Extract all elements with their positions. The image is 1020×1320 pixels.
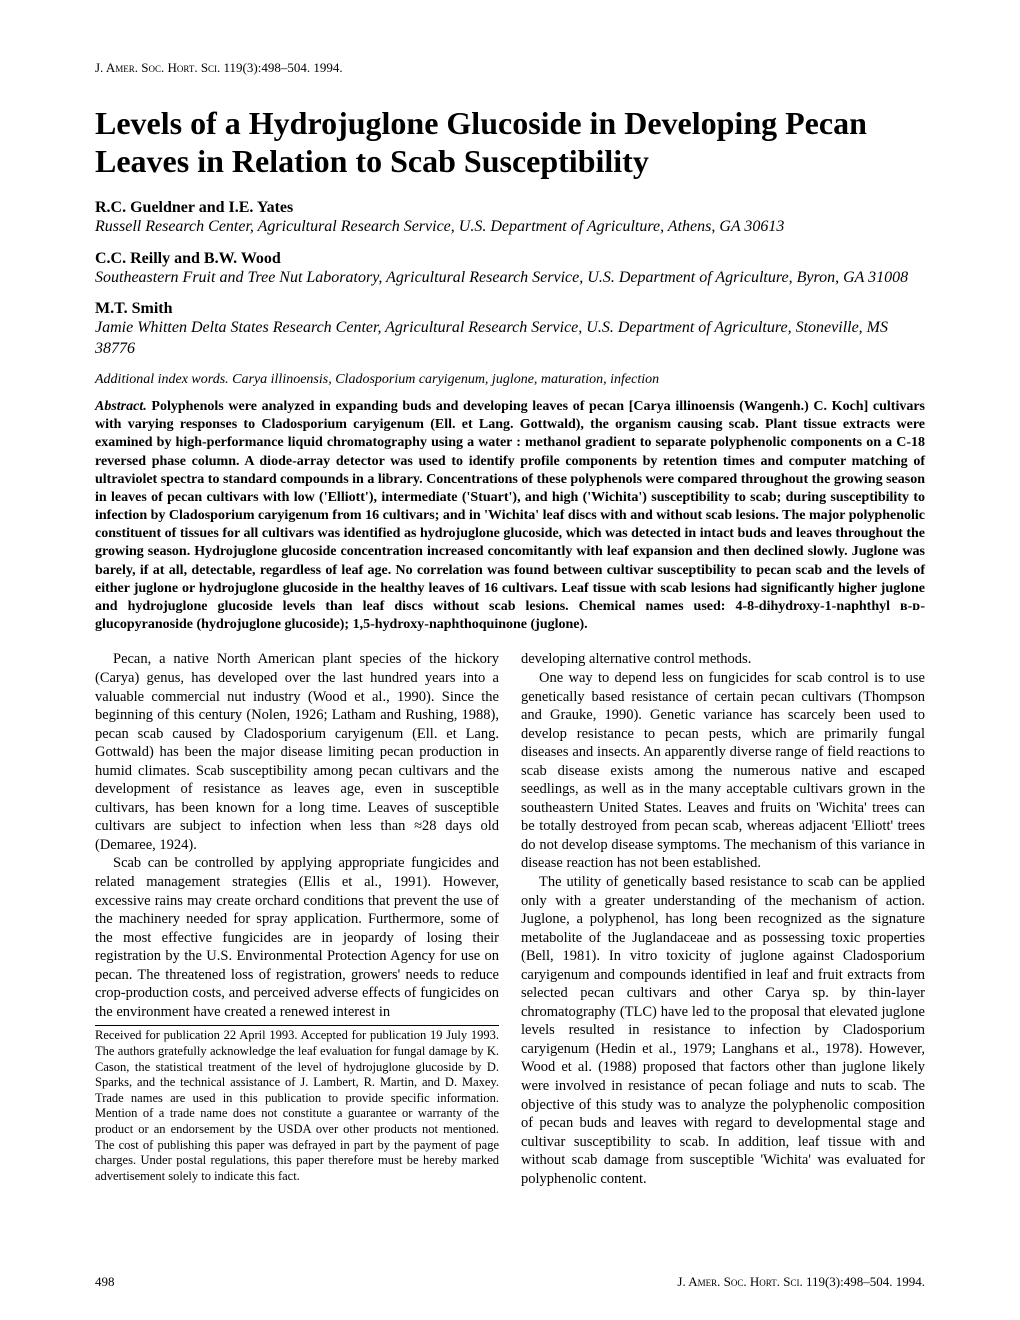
footer-citation: J. Amer. Soc. Hort. Sci. 119(3):498–504.… <box>677 1274 925 1290</box>
affiliation-1: Russell Research Center, Agricultural Re… <box>95 217 925 238</box>
page-footer: 498 J. Amer. Soc. Hort. Sci. 119(3):498–… <box>95 1274 925 1290</box>
page-number: 498 <box>95 1274 115 1290</box>
author-names-3: M.T. Smith <box>95 300 925 318</box>
abstract-text: Polyphenols were analyzed in expanding b… <box>95 399 925 632</box>
column-right: developing alternative control methods. … <box>521 650 925 1188</box>
footnote-rule <box>95 1025 499 1026</box>
body-paragraph-2: Scab can be controlled by applying appro… <box>95 854 499 1021</box>
affiliation-3: Jamie Whitten Delta States Research Cent… <box>95 318 925 360</box>
journal-header: J. Amer. Soc. Hort. Sci. 119(3):498–504.… <box>95 60 925 76</box>
author-names-1: R.C. Gueldner and I.E. Yates <box>95 199 925 217</box>
article-title: Levels of a Hydrojuglone Glucoside in De… <box>95 104 925 181</box>
body-paragraph-3: developing alternative control methods. <box>521 650 925 669</box>
body-paragraph-1: Pecan, a native North American plant spe… <box>95 650 499 854</box>
abstract: Abstract. Polyphenols were analyzed in e… <box>95 398 925 634</box>
author-block-3: M.T. Smith Jamie Whitten Delta States Re… <box>95 300 925 360</box>
index-words-label: Additional index words. <box>95 372 229 387</box>
body-paragraph-5: The utility of genetically based resista… <box>521 873 925 1188</box>
affiliation-2: Southeastern Fruit and Tree Nut Laborato… <box>95 268 925 289</box>
body-paragraph-4: One way to depend less on fungicides for… <box>521 669 925 873</box>
index-words-text: Carya illinoensis, Cladosporium caryigen… <box>229 372 659 387</box>
abstract-label: Abstract. <box>95 399 147 414</box>
author-block-2: C.C. Reilly and B.W. Wood Southeastern F… <box>95 250 925 289</box>
body-columns: Pecan, a native North American plant spe… <box>95 650 925 1188</box>
footnote: Received for publication 22 April 1993. … <box>95 1028 499 1184</box>
author-block-1: R.C. Gueldner and I.E. Yates Russell Res… <box>95 199 925 238</box>
index-words: Additional index words. Carya illinoensi… <box>95 372 925 388</box>
column-left: Pecan, a native North American plant spe… <box>95 650 499 1188</box>
author-names-2: C.C. Reilly and B.W. Wood <box>95 250 925 268</box>
